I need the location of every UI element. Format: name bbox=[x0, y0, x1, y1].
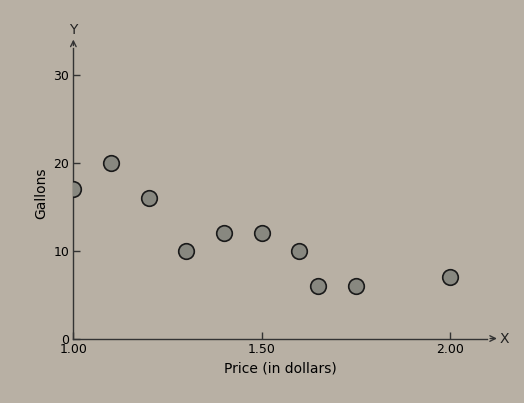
Text: Y: Y bbox=[69, 23, 78, 37]
Point bbox=[107, 160, 115, 166]
Point bbox=[295, 247, 303, 254]
X-axis label: Price (in dollars): Price (in dollars) bbox=[224, 361, 337, 375]
Point bbox=[145, 195, 153, 201]
Point bbox=[352, 283, 360, 289]
Point bbox=[220, 230, 228, 236]
Y-axis label: Gallons: Gallons bbox=[34, 168, 48, 219]
Point bbox=[314, 283, 322, 289]
Text: X: X bbox=[500, 332, 509, 345]
Point bbox=[182, 247, 190, 254]
Point bbox=[257, 230, 266, 236]
Point bbox=[445, 274, 454, 280]
Point bbox=[69, 186, 78, 192]
